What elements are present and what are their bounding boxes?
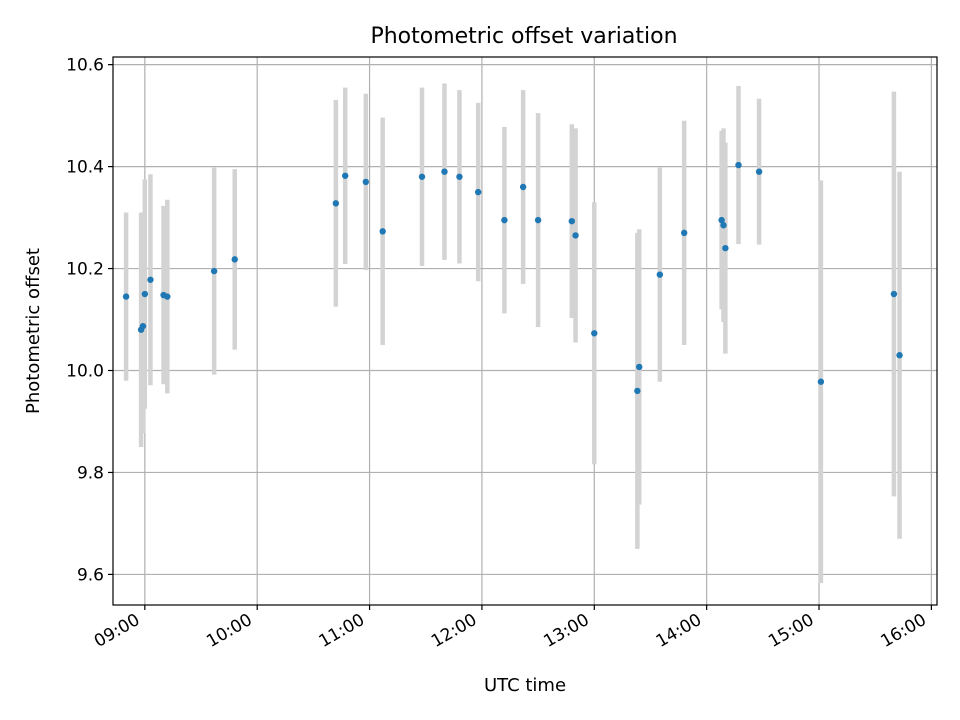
data-point (379, 228, 386, 235)
grid (113, 57, 937, 605)
data-point (722, 244, 729, 252)
data-point (896, 352, 903, 359)
data-point (568, 217, 576, 225)
y-tick-label: 10.4 (66, 158, 104, 178)
y-tick-label: 9.6 (77, 565, 104, 585)
data-point (418, 173, 426, 180)
data-point (519, 183, 527, 191)
data-point (362, 178, 370, 186)
data-point (680, 229, 688, 237)
data-point (718, 216, 725, 224)
data-point (474, 188, 482, 196)
y-tick-label: 10.0 (66, 362, 104, 382)
data-point (572, 232, 579, 239)
data-point (141, 290, 149, 298)
data-point (817, 378, 825, 385)
data-point (210, 267, 218, 275)
data-point (735, 161, 742, 169)
y-tick-label: 10.2 (66, 260, 104, 280)
data-point (755, 168, 763, 175)
plot-frame (112, 56, 938, 606)
data-point (634, 387, 641, 395)
data-point (122, 293, 130, 300)
data-point (139, 322, 147, 330)
data-point (332, 200, 340, 207)
x-axis-label: UTC time (484, 675, 566, 696)
data-point (342, 172, 349, 179)
y-tick-label: 9.8 (77, 463, 104, 483)
data-point (636, 363, 643, 371)
data-point (656, 271, 664, 278)
data-point (456, 173, 463, 180)
y-axis-label: Photometric offset (23, 248, 44, 414)
chart-title: Photometric offset variation (370, 24, 677, 49)
data-point (720, 222, 727, 229)
data-point (890, 290, 898, 298)
data-point (534, 216, 542, 224)
data-points (122, 161, 903, 395)
data-point (231, 256, 238, 263)
data-point (501, 216, 508, 224)
data-point (591, 330, 598, 337)
data-point (164, 293, 171, 300)
data-point (441, 168, 448, 175)
y-axis: 9.6 9.8 10.0 10.2 10.4 10.6 (66, 56, 113, 585)
y-tick-label: 10.6 (66, 56, 104, 76)
data-point (147, 276, 154, 283)
